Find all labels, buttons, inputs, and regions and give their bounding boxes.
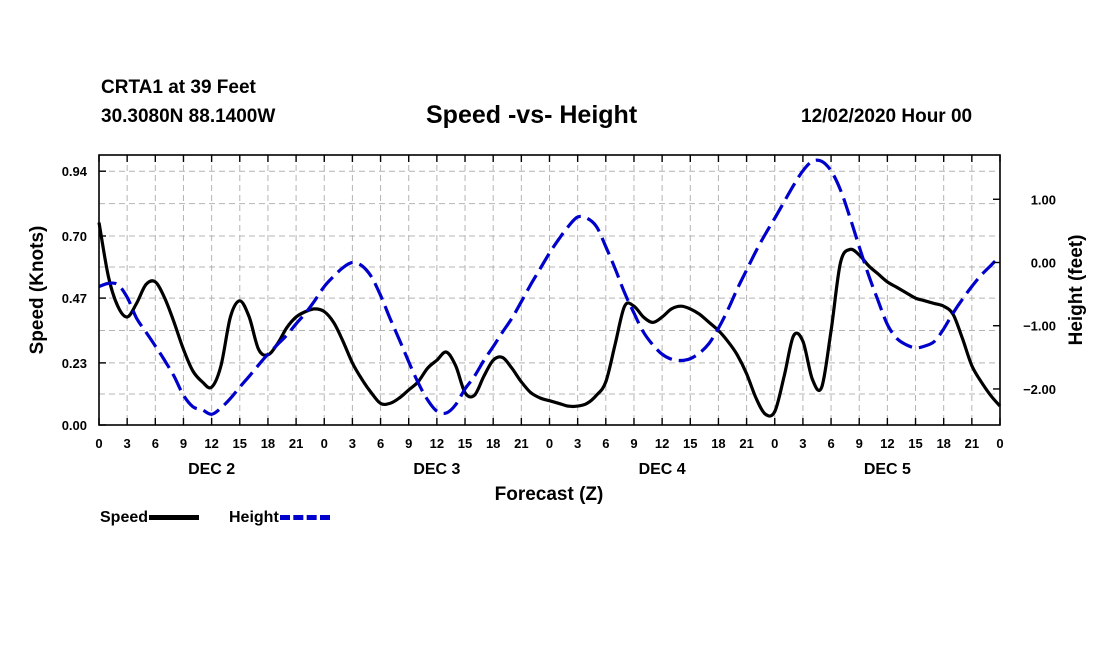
series-height-line	[98, 158, 1002, 416]
day-label: DEC 4	[639, 461, 686, 478]
station-name: CRTA1 at 39 Feet	[101, 77, 256, 98]
day-label: DEC 5	[864, 461, 911, 478]
left-y-axis-title: Speed (Knots)	[27, 226, 48, 355]
x-tick-label: 3	[124, 436, 131, 451]
x-tick-label: 0	[996, 436, 1003, 451]
left-y-tick-label: 0.94	[62, 164, 88, 179]
chart-title: Speed -vs- Height	[426, 101, 638, 129]
forecast-run-time: 12/02/2020 Hour 00	[801, 106, 973, 127]
x-tick-label: 18	[261, 436, 275, 451]
x-axis-title: Forecast (Z)	[495, 484, 604, 505]
right-y-axis-title: Height (feet)	[1066, 235, 1087, 346]
right-y-tick-label: 0.00	[1031, 255, 1056, 270]
right-y-tick-label: −2.00	[1023, 382, 1056, 397]
x-tick-label: 18	[936, 436, 950, 451]
day-label: DEC 3	[413, 461, 460, 478]
x-tick-label: 3	[574, 436, 581, 451]
x-tick-label: 15	[233, 436, 247, 451]
left-y-tick-label: 0.00	[62, 418, 87, 433]
x-tick-label: 0	[771, 436, 778, 451]
x-tick-label: 6	[152, 436, 159, 451]
x-tick-label: 6	[377, 436, 384, 451]
x-tick-label: 12	[880, 436, 894, 451]
x-tick-label: 15	[908, 436, 922, 451]
legend-height-swatch	[279, 515, 330, 521]
x-tick-label: 18	[711, 436, 725, 451]
x-tick-label: 15	[458, 436, 472, 451]
grid	[99, 155, 1000, 425]
x-tick-label: 9	[405, 436, 412, 451]
x-tick-label: 3	[349, 436, 356, 451]
x-tick-label: 18	[486, 436, 500, 451]
x-tick-label: 3	[799, 436, 806, 451]
x-tick-label: 21	[965, 436, 979, 451]
right-y-tick-label: −1.00	[1023, 319, 1056, 334]
axis-ticks: 0 3 6 9 12 15 18 21 0 3 6 9 12 15 18 21 0 3 6 9 12 15 18 21 0 3 6 9…	[62, 155, 1056, 478]
x-tick-label: 6	[602, 436, 609, 451]
x-tick-label: 21	[739, 436, 753, 451]
left-y-tick-label: 0.23	[62, 356, 87, 371]
x-tick-label: 0	[546, 436, 553, 451]
left-y-tick-label: 0.47	[62, 291, 87, 306]
left-y-tick-label: 0.70	[62, 229, 87, 244]
right-y-tick-label: 1.00	[1031, 192, 1056, 207]
x-tick-label: 9	[180, 436, 187, 451]
series-layer	[97, 158, 1002, 418]
x-tick-label: 15	[683, 436, 697, 451]
legend-height: Height	[229, 509, 330, 527]
legend-height-label: Height	[229, 509, 279, 526]
series-speed-line	[97, 222, 1002, 418]
x-tick-label: 12	[204, 436, 218, 451]
legend-speed-label: Speed	[100, 509, 149, 526]
x-tick-label: 9	[630, 436, 637, 451]
x-tick-label: 12	[655, 436, 669, 451]
x-tick-label: 0	[95, 436, 102, 451]
legend-speed: Speed	[100, 509, 200, 527]
x-tick-label: 21	[289, 436, 303, 451]
legend-speed-swatch	[149, 515, 200, 521]
x-tick-label: 12	[430, 436, 444, 451]
x-tick-label: 21	[514, 436, 528, 451]
x-tick-label: 9	[856, 436, 863, 451]
station-coordinates: 30.3080N 88.1400W	[101, 106, 276, 127]
x-tick-label: 0	[321, 436, 328, 451]
day-label: DEC 2	[188, 461, 235, 478]
x-tick-label: 6	[827, 436, 834, 451]
